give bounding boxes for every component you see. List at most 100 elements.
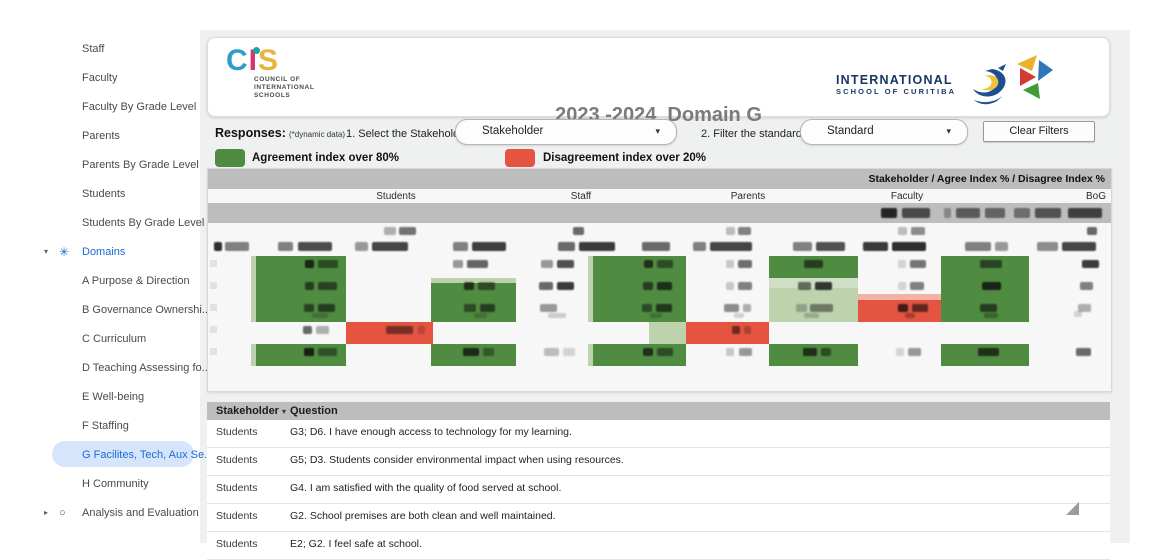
sidebar-item-g-facilites-tech-aux-se[interactable]: G Facilites, Tech, Aux Se... (0, 440, 213, 469)
standard-dropdown-value: Standard (827, 125, 874, 137)
resize-handle-icon[interactable] (1066, 502, 1079, 515)
cis-logo-dot (253, 47, 260, 54)
chevron-down-icon[interactable]: ▾ (44, 247, 49, 256)
redacted-value (384, 227, 396, 235)
sidebar-item-parents[interactable]: Parents (0, 121, 200, 150)
heatmap-title-bar: Stakeholder / Agree Index % / Disagree I… (208, 169, 1111, 189)
redacted-value (726, 348, 734, 356)
redacted-value (464, 282, 474, 290)
redacted-value (657, 282, 672, 290)
legend-label: Agreement index over 80% (252, 152, 400, 164)
heatmap-column-header-students[interactable]: Students (376, 191, 416, 202)
sidebar-item-b-governance-ownershi[interactable]: B Governance Ownershi... (0, 295, 211, 324)
heatmap-card: Stakeholder / Agree Index % / Disagree I… (207, 168, 1112, 392)
redacted-value (467, 260, 488, 268)
stakeholder-dropdown[interactable]: Stakeholder ▾ (455, 119, 677, 145)
heatmap-cell[interactable] (251, 256, 256, 322)
clear-filters-button[interactable]: Clear Filters (983, 121, 1095, 142)
question-table: Stakeholder ▾ Question Students G3; D6. I… (207, 402, 1110, 560)
heatmap-column-header-parents[interactable]: Parents (730, 191, 766, 202)
redacted-value (898, 304, 908, 312)
sidebar-item-faculty-by-grade-level[interactable]: Faculty By Grade Level (0, 92, 200, 121)
redacted-value (386, 326, 413, 334)
redacted-value (303, 326, 312, 334)
chevron-down-icon: ▾ (946, 126, 951, 136)
sidebar-item-students-by-grade-level[interactable]: Students By Grade Level (0, 208, 204, 237)
redacted-value (911, 227, 925, 235)
table-row[interactable]: Students G3; D6. I have enough access to … (207, 420, 1110, 448)
redacted-value (738, 260, 752, 268)
chevron-right-icon[interactable]: ▸ (44, 508, 49, 517)
sidebar-list: Staff Faculty Faculty By Grade Level Parent… (0, 34, 213, 527)
redacted-value (881, 208, 897, 218)
stakeholder-dropdown-value: Stakeholder (482, 125, 544, 137)
redacted-value (1035, 208, 1061, 218)
legend-swatch-agreement (215, 149, 245, 167)
redacted-value (863, 242, 888, 251)
sidebar-item-staff[interactable]: Staff (0, 34, 200, 63)
table-row[interactable]: Students G2. School premises are both cle… (207, 504, 1110, 532)
heatmap-cell[interactable] (431, 278, 516, 283)
heatmap-cell[interactable] (649, 322, 686, 344)
redacted-value (693, 242, 706, 251)
sidebar-item-a-purpose-direction[interactable]: A Purpose & Direction (0, 266, 200, 295)
heatmap-cell[interactable] (686, 322, 769, 344)
redacted-value (573, 227, 584, 235)
heatmap-cell[interactable] (588, 344, 593, 366)
question-column-header[interactable]: Question (290, 405, 338, 417)
redacted-value (557, 282, 574, 290)
redacted-value (312, 313, 328, 318)
sidebar-item-domains[interactable]: ▾ ✳ Domains (0, 237, 200, 266)
redacted-value (896, 348, 904, 356)
stakeholder-cell: Students (216, 510, 258, 522)
redacted-value (1078, 304, 1091, 312)
redacted-value (898, 260, 906, 268)
sidebar-item-label: H Community (82, 477, 149, 490)
cis-logo-sub3: SCHOOLS (254, 92, 291, 99)
redacted-value (910, 260, 926, 268)
heatmap-cell[interactable] (858, 294, 941, 300)
isc-logo-text: INTERNATIONAL SCHOOL OF CURITIBA (836, 73, 956, 96)
asterisk-icon: ✳ (59, 244, 70, 259)
redacted-value (472, 242, 506, 251)
sidebar-item-h-community[interactable]: H Community (0, 469, 200, 498)
heatmap-column-header-faculty[interactable]: Faculty (890, 191, 924, 202)
redacted-value (318, 260, 338, 268)
redacted-value (464, 304, 476, 312)
redacted-value (318, 348, 337, 356)
redacted-value (650, 313, 662, 318)
sidebar-item-parents-by-grade-level[interactable]: Parents By Grade Level (0, 150, 200, 179)
question-cell: G3; D6. I have enough access to technolo… (290, 426, 572, 438)
heatmap-column-header-bog[interactable]: BoG (1085, 191, 1107, 202)
sidebar-item-c-curriculum[interactable]: C Curriculum (0, 324, 200, 353)
row-handle (210, 348, 217, 355)
stakeholder-column-header[interactable]: Stakeholder ▾ (216, 405, 287, 417)
heatmap-cell[interactable] (256, 344, 346, 366)
row-handle (210, 282, 217, 289)
sidebar-item-students[interactable]: Students (0, 179, 200, 208)
sidebar-item-d-teaching-assessing-fo[interactable]: D Teaching Assessing fo... (0, 353, 211, 382)
sidebar-item-label: Parents By Grade Level (82, 158, 199, 171)
sidebar-item-label: E Well-being (82, 390, 145, 403)
redacted-value (910, 282, 924, 290)
sidebar-item-e-well-being[interactable]: E Well-being (0, 382, 200, 411)
redacted-value (643, 282, 653, 290)
heatmap-cell[interactable] (588, 256, 593, 322)
redacted-value (804, 313, 819, 318)
redacted-value (965, 242, 991, 251)
redacted-value (738, 282, 752, 290)
table-row[interactable]: Students E2; G2. I feel safe at school. (207, 532, 1110, 560)
standard-dropdown[interactable]: Standard ▾ (800, 119, 968, 145)
heatmap-column-header-staff[interactable]: Staff (570, 191, 592, 202)
sidebar-item-f-staffing[interactable]: F Staffing (0, 411, 200, 440)
redacted-value (815, 282, 832, 290)
sidebar-item-analysis-and-evaluation[interactable]: ▸ ○ Analysis and Evaluation (0, 498, 200, 527)
stakeholder-cell: Students (216, 454, 258, 466)
sidebar-item-faculty[interactable]: Faculty (0, 63, 200, 92)
table-row[interactable]: Students G4. I am satisfied with the qual… (207, 476, 1110, 504)
heatmap-cell[interactable] (251, 344, 256, 366)
question-table-header[interactable]: Stakeholder ▾ Question (207, 402, 1110, 420)
heatmap-cell[interactable] (769, 278, 858, 288)
table-row[interactable]: Students G5; D3. Students consider enviro… (207, 448, 1110, 476)
row-handle (210, 304, 217, 311)
